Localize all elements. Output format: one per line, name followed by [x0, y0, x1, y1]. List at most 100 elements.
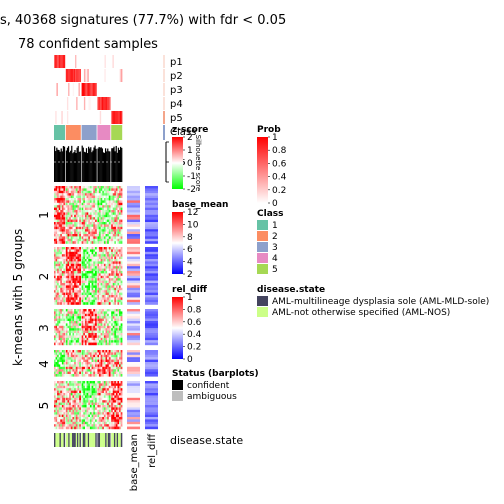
- heatmap-cell: [75, 254, 78, 257]
- heatmap-cell: [112, 254, 115, 257]
- heatmap-cell: [74, 271, 76, 274]
- rel-diff-cell: [145, 369, 158, 372]
- heatmap-cell: [63, 309, 66, 312]
- heatmap-cell: [55, 371, 58, 375]
- heatmap-cell: [93, 417, 96, 420]
- heatmap-cell: [102, 190, 105, 194]
- heatmap-cell: [100, 214, 103, 218]
- heatmap-cell: [111, 283, 113, 286]
- heatmap-cell: [115, 186, 118, 189]
- heatmap-cell: [114, 383, 117, 386]
- heatmap-cell: [55, 271, 58, 274]
- heatmap-cell: [79, 299, 81, 303]
- heatmap-cell: [103, 400, 106, 403]
- heatmap-cell: [107, 249, 109, 252]
- legend-tick-label: 10: [187, 220, 199, 230]
- heatmap-cell: [97, 309, 100, 312]
- base-mean-cell: [127, 195, 140, 199]
- heatmap-cell: [99, 354, 101, 358]
- heatmap-cell: [69, 302, 71, 305]
- heatmap-cell: [100, 261, 103, 264]
- heatmap-cell: [54, 350, 56, 353]
- heatmap-cell: [120, 268, 123, 272]
- heatmap-cell: [77, 254, 80, 257]
- heatmap-cell: [54, 236, 56, 239]
- heatmap-cell: [67, 266, 70, 269]
- heatmap-cell: [107, 254, 109, 257]
- heatmap-cell: [100, 198, 103, 201]
- heatmap-cell: [97, 190, 100, 194]
- prob-cell: [57, 55, 60, 68]
- heatmap-cell: [79, 421, 81, 425]
- heatmap-cell: [67, 261, 70, 264]
- heatmap-cell: [55, 202, 58, 206]
- heatmap-cell: [115, 412, 118, 415]
- heatmap-cell: [88, 309, 91, 312]
- heatmap-cell: [54, 241, 56, 244]
- heatmap-cell: [74, 292, 76, 296]
- heatmap-cell: [61, 388, 64, 391]
- heatmap-cell: [70, 210, 73, 213]
- heatmap-cell: [114, 188, 117, 191]
- heatmap-cell: [70, 337, 73, 341]
- heatmap-cell: [65, 247, 68, 250]
- heatmap-cell: [115, 280, 118, 284]
- heatmap-cell: [97, 256, 100, 260]
- disease-state-cell: [73, 433, 75, 447]
- heatmap-cell: [61, 424, 64, 427]
- heatmap-cell: [105, 275, 108, 279]
- heatmap-cell: [100, 202, 103, 206]
- heatmap-cell: [84, 195, 87, 199]
- legend-tick-label: 1: [187, 293, 193, 303]
- heatmap-cell: [102, 381, 105, 384]
- heatmap-cell: [84, 297, 87, 300]
- heatmap-cell: [102, 424, 105, 427]
- heatmap-cell: [75, 424, 78, 427]
- prob-cell: [71, 69, 73, 82]
- base-mean-cell: [127, 256, 140, 260]
- heatmap-cell: [79, 381, 81, 384]
- heatmap-cell: [103, 190, 106, 194]
- heatmap-cell: [97, 383, 100, 386]
- heatmap-cell: [69, 222, 71, 225]
- heatmap-cell: [86, 278, 89, 281]
- base-mean-cell: [127, 335, 140, 338]
- heatmap-cell: [77, 381, 80, 384]
- heatmap-cell: [81, 381, 84, 384]
- heatmap-cell: [114, 395, 117, 398]
- heatmap-cell: [102, 287, 105, 291]
- heatmap-cell: [69, 424, 71, 427]
- base-mean-cell: [127, 309, 140, 312]
- base-mean-cell: [127, 313, 140, 317]
- heatmap-cell: [83, 388, 86, 391]
- heatmap-cell: [112, 202, 115, 206]
- heatmap-cell: [108, 402, 111, 406]
- heatmap-cell: [54, 219, 56, 223]
- heatmap-cell: [89, 397, 92, 401]
- heatmap-cell: [75, 247, 78, 250]
- heatmap-cell: [88, 393, 91, 396]
- heatmap-cell: [114, 287, 117, 291]
- heatmap-cell: [111, 342, 113, 346]
- heatmap-cell: [75, 374, 78, 377]
- prob-cell: [116, 111, 118, 124]
- legend-tick-label: 1: [187, 146, 193, 156]
- heatmap-cell: [102, 340, 105, 343]
- heatmap-cell: [97, 259, 100, 262]
- heatmap-cell: [74, 266, 76, 269]
- heatmap-cell: [114, 400, 117, 403]
- heatmap-cell: [57, 405, 59, 408]
- heatmap-cell: [74, 202, 76, 206]
- heatmap-cell: [58, 390, 61, 394]
- heatmap-cell: [75, 402, 78, 406]
- heatmap-cell: [83, 340, 86, 343]
- heatmap-cell: [114, 283, 117, 286]
- heatmap-cell: [105, 285, 108, 288]
- heatmap-cell: [94, 295, 97, 298]
- heatmap-cell: [63, 385, 66, 389]
- base-mean-cell: [127, 254, 140, 257]
- heatmap-cell: [93, 188, 96, 191]
- heatmap-cell: [70, 302, 73, 305]
- heatmap-cell: [65, 311, 68, 314]
- class-cell: [111, 125, 123, 140]
